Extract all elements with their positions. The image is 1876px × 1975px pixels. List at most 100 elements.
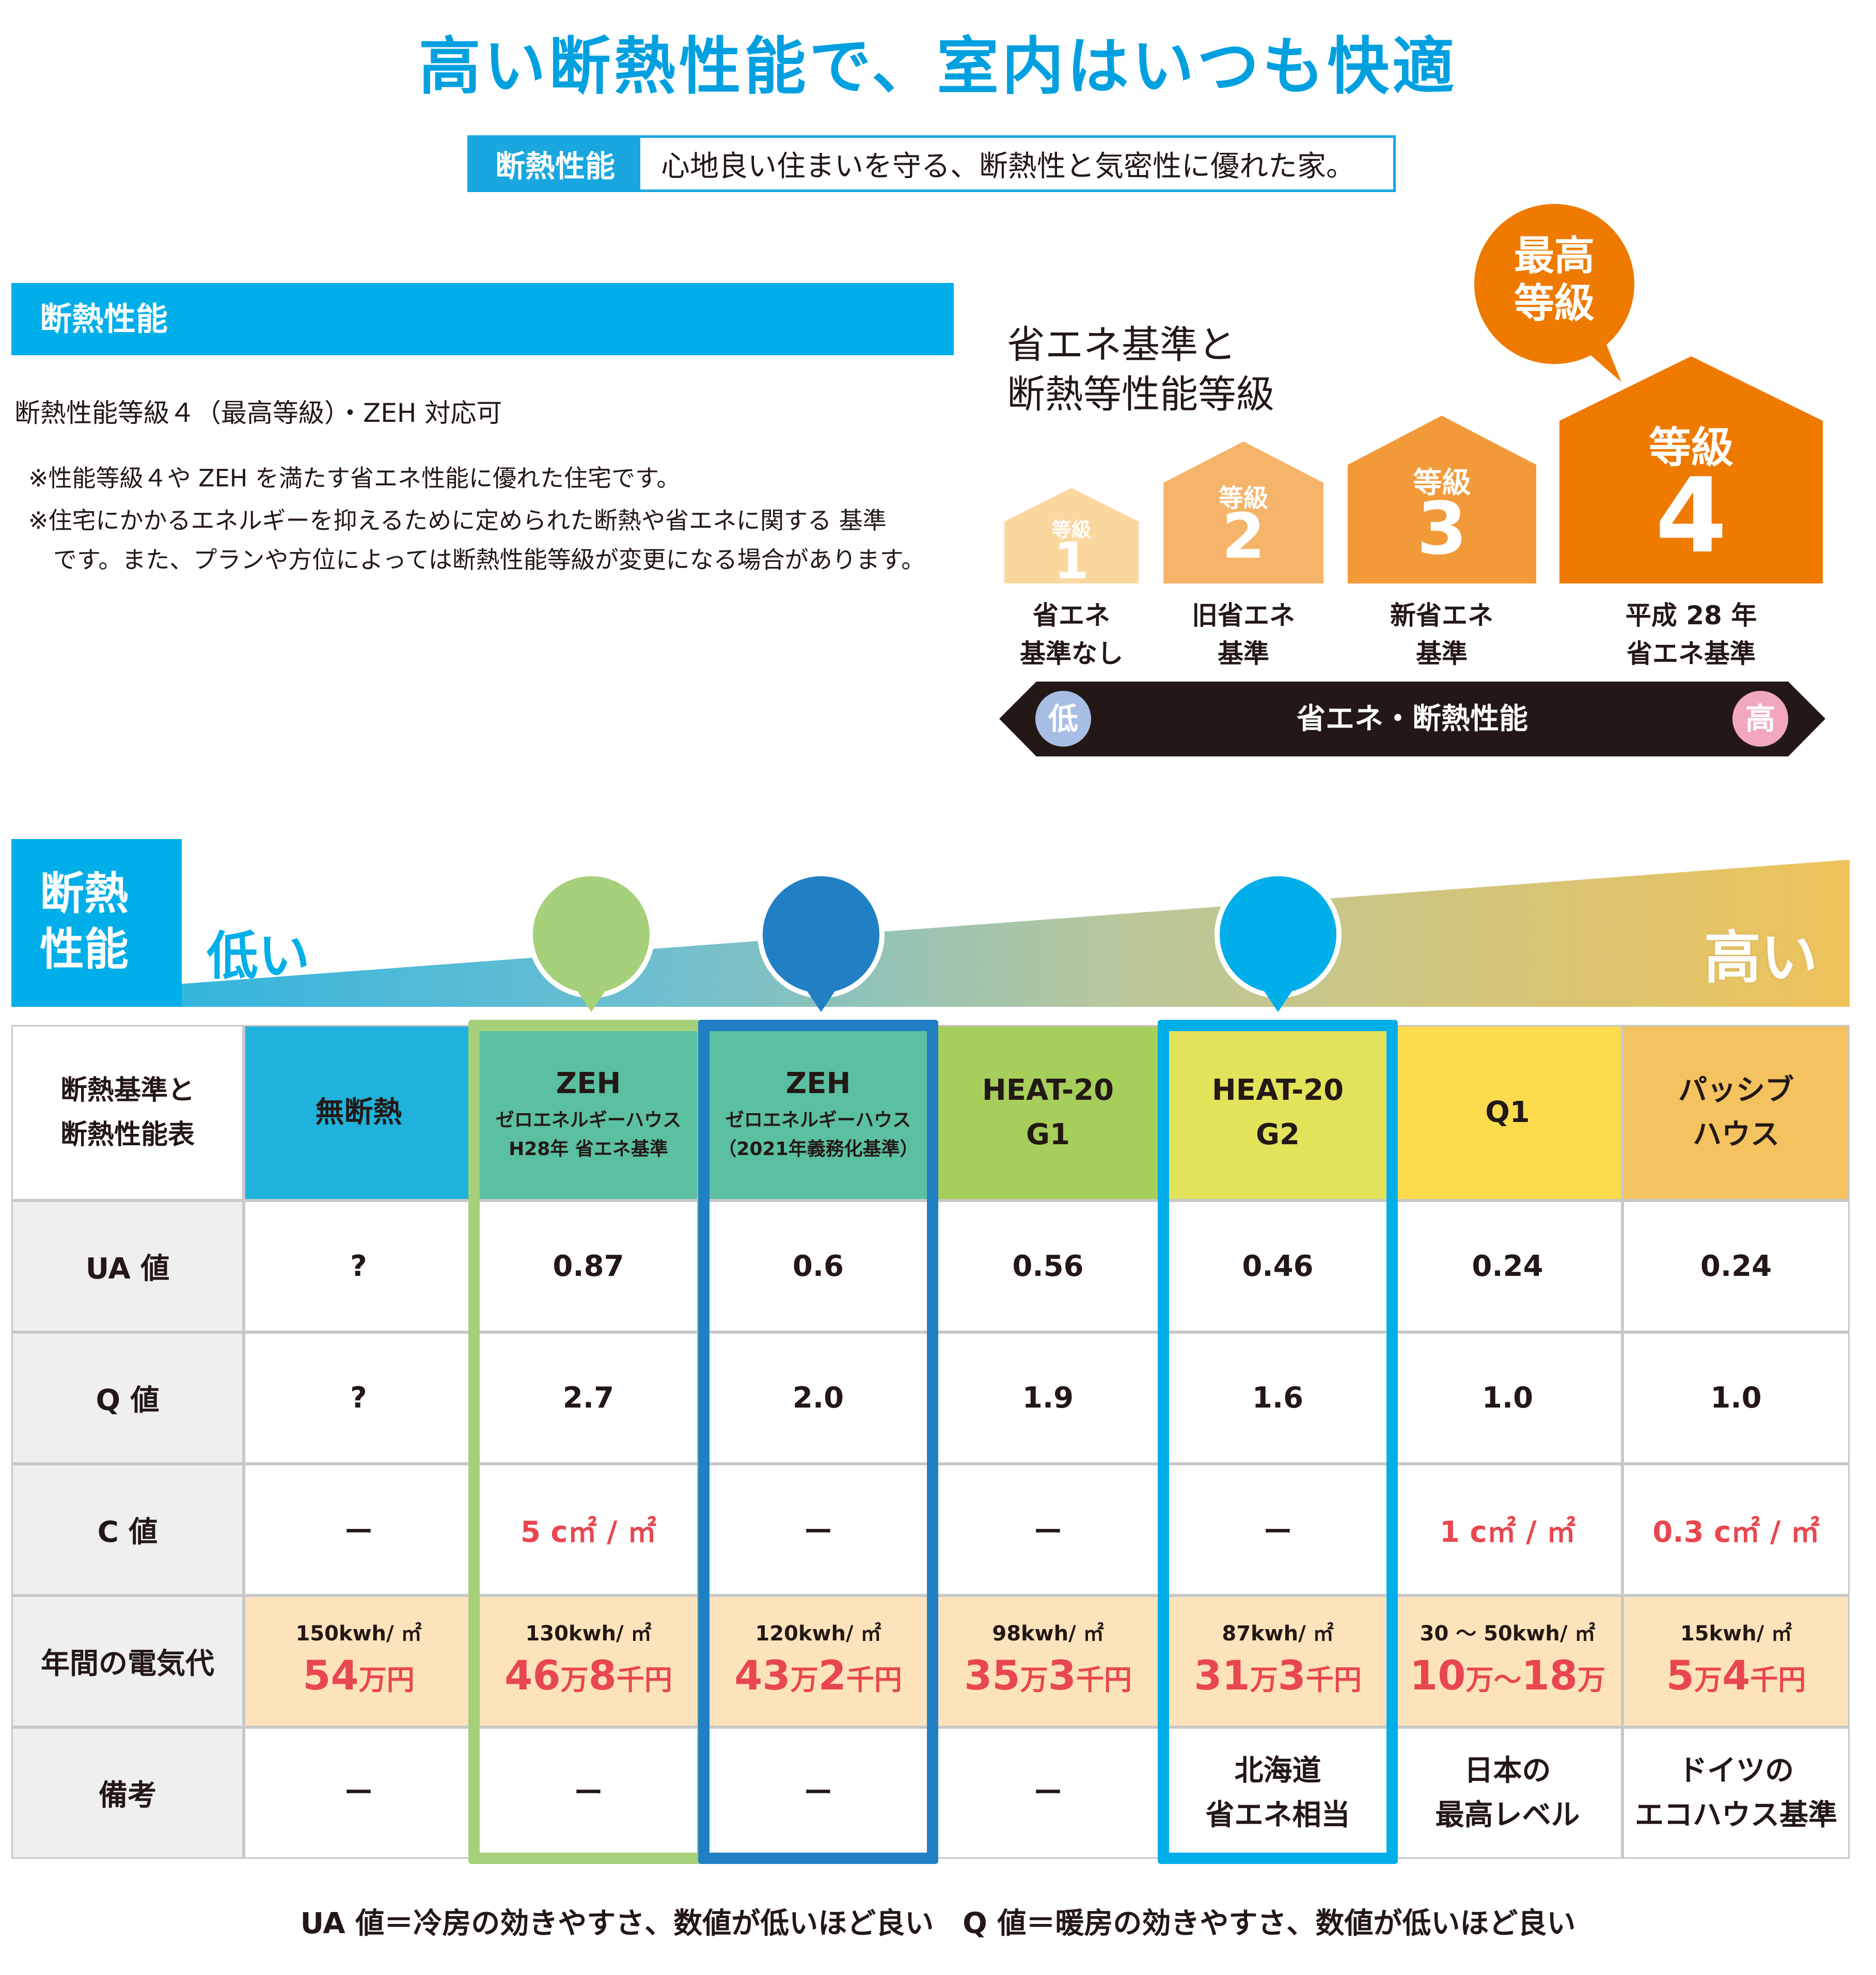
c-value: ー	[244, 1464, 474, 1595]
electricity-cost: 120kwh/ ㎡ 43万2千円	[703, 1595, 933, 1727]
c-value: ー	[933, 1464, 1163, 1595]
best-line-2: 等級	[1514, 280, 1595, 327]
c-value-text: ー	[1263, 1515, 1292, 1549]
electricity-cost: 30 〜 50kwh/ ㎡ 10万〜18万	[1393, 1595, 1622, 1727]
grade-3-house: 等級 3	[1348, 416, 1536, 583]
row-header: UA 値	[11, 1200, 244, 1332]
cost-number-a: 54	[303, 1652, 359, 1699]
electricity-kwh: 30 〜 50kwh/ ㎡	[1420, 1621, 1596, 1646]
column-header-title: パッシブ	[1678, 1073, 1794, 1107]
row-header-label: 年間の電気代	[41, 1647, 214, 1681]
banner-high-label: 高い	[1704, 925, 1818, 991]
row-header-label: Q 値	[96, 1384, 160, 1417]
grade-1-label: 等級	[1051, 518, 1091, 541]
row-header-label: 備考	[99, 1779, 156, 1812]
remark: 北海道 省エネ相当	[1163, 1727, 1393, 1859]
grade-2-house: 等級 2	[1163, 441, 1323, 583]
c-value-text: ー	[803, 1515, 833, 1549]
remark-line-1: 日本の	[1464, 1753, 1551, 1788]
row-header: Q 値	[11, 1332, 244, 1464]
ua-value: 0.87	[474, 1200, 703, 1332]
column-header-title: HEAT-20	[982, 1073, 1114, 1107]
corner-line-1: 断熱基準と	[60, 1075, 195, 1106]
remark-line-1: ー	[1033, 1776, 1063, 1810]
footer-note: UA 値＝冷房の効きやすさ、数値が低いほど良い Q 値＝暖房の効きやすさ、数値が…	[300, 1907, 1576, 1940]
column-header-subtitle: ゼロエネルギーハウス	[725, 1110, 911, 1131]
q-value: 1.0	[1622, 1332, 1850, 1464]
remark: ドイツの エコハウス基準	[1622, 1727, 1850, 1859]
electricity-cost: 87kwh/ ㎡ 31万3千円	[1163, 1595, 1393, 1727]
c-value: ー	[1163, 1464, 1393, 1595]
arrow-low-badge: 低	[1035, 691, 1091, 747]
ua-value-text: 0.6	[792, 1250, 844, 1283]
ua-value: ?	[244, 1200, 474, 1332]
ua-value: 0.24	[1393, 1200, 1622, 1332]
remark-line-2: 最高レベル	[1435, 1798, 1580, 1832]
cost-number-c: 3	[1278, 1652, 1306, 1699]
remark: ー	[933, 1727, 1163, 1859]
electricity-cost: 130kwh/ ㎡ 46万8千円	[474, 1595, 703, 1727]
c-value: ー	[703, 1464, 933, 1595]
grade-2-caption-line-2: 基準	[1218, 639, 1269, 669]
cost-unit-d: 千円	[846, 1663, 902, 1696]
grade-3-caption-line-1: 新省エネ	[1390, 601, 1493, 630]
electricity-cost: 150kwh/ ㎡ 54万円	[244, 1595, 474, 1727]
grade-3-number: 3	[1416, 487, 1468, 571]
column-header-subtitle: ハウス	[1693, 1118, 1779, 1151]
cost-unit-d: 千円	[1750, 1663, 1806, 1696]
grade-1-caption: 省エネ 基準なし	[994, 596, 1149, 673]
best-line-1: 最高	[1514, 233, 1595, 279]
column-header-subtitle: G2	[1256, 1118, 1300, 1151]
column-header-title: 無断熱	[315, 1096, 402, 1129]
grade-heading: 省エネ基準と 断熱等性能等級	[1007, 320, 1274, 419]
q-value: 1.0	[1393, 1332, 1622, 1464]
cost-unit-d: 千円	[616, 1663, 672, 1696]
cost-unit-d: 千円	[1076, 1663, 1132, 1696]
grade-2-number: 2	[1222, 501, 1265, 573]
speech-bubble-icon	[1474, 204, 1634, 382]
corner-line-2: 断熱性能表	[60, 1119, 195, 1150]
column-header-title: ZEH	[556, 1067, 621, 1100]
ua-value-text: 0.56	[1012, 1250, 1084, 1283]
c-value-text: ー	[1033, 1515, 1063, 1549]
page-title: 高い断熱性能で、室内はいつも快適	[418, 31, 1458, 103]
column-header-title: HEAT-20	[1211, 1073, 1344, 1107]
column-header-note: （2021年義務化基準）	[718, 1139, 919, 1160]
note-2-line-1: ※住宅にかかるエネルギーを抑えるために定められた断熱や省エネに関する 基準	[28, 507, 887, 534]
cost-number-a: 10	[1409, 1652, 1466, 1699]
performance-gradient-banner	[11, 860, 1850, 1007]
ua-value: 0.46	[1163, 1200, 1393, 1332]
note-2-line-2: です。また、プランや方位によっては断熱性能等級が変更になる場合があります。	[53, 546, 925, 574]
insulation-table: 断熱基準と 断熱性能表 UA 値 Q 値 C 値年間の電気代 備考 無断熱?? ー 150kwh…	[11, 1020, 1850, 1864]
grade-4-caption: 平成 28 年 省エネ基準	[1585, 596, 1797, 673]
tagline-box: 断熱性能 心地良い住まいを守る、断熱性と気密性に優れた家。	[467, 135, 1396, 192]
grade-4-house: 等級 4	[1559, 356, 1823, 583]
arrow-high-badge: 高	[1732, 691, 1788, 747]
cost-unit-b: 万	[1250, 1663, 1278, 1696]
remark-line-1: 北海道	[1234, 1753, 1321, 1788]
grade-heading-line-1: 省エネ基準と	[1007, 323, 1236, 367]
ua-value: 0.6	[703, 1200, 933, 1332]
grade-heading-line-2: 断熱等性能等級	[1007, 372, 1274, 417]
row-header-label: UA 値	[85, 1252, 170, 1286]
cost-unit-b: 万〜	[1465, 1663, 1522, 1696]
pin-blue-icon	[758, 871, 885, 1012]
q-value-text: 1.0	[1710, 1381, 1762, 1415]
row-header: 年間の電気代	[11, 1595, 244, 1727]
grade-2-label: 等級	[1218, 484, 1268, 513]
grade-1-number: 1	[1053, 532, 1090, 591]
remark-line-1: ー	[344, 1776, 373, 1810]
best-grade-bubble: 最高 等級	[1472, 201, 1637, 382]
c-value-text: ー	[344, 1515, 373, 1549]
cost-number-c: 8	[588, 1652, 617, 1699]
cost-unit-b: 万円	[358, 1663, 415, 1696]
column-header-subtitle: ゼロエネルギーハウス	[495, 1110, 682, 1131]
note-1: ※性能等級４や ZEH を満たす省エネ性能に優れた住宅です。	[28, 464, 681, 492]
cost-number-a: 31	[1194, 1652, 1250, 1699]
banner-label: 断熱 性能	[11, 839, 182, 1007]
q-value: ?	[244, 1332, 474, 1464]
cost-unit-b: 万	[560, 1663, 589, 1696]
cost-unit-b: 万	[1694, 1663, 1722, 1696]
cost-unit-b: 万	[790, 1663, 818, 1696]
electricity-cost-amount: 35万3千円	[964, 1650, 1132, 1706]
